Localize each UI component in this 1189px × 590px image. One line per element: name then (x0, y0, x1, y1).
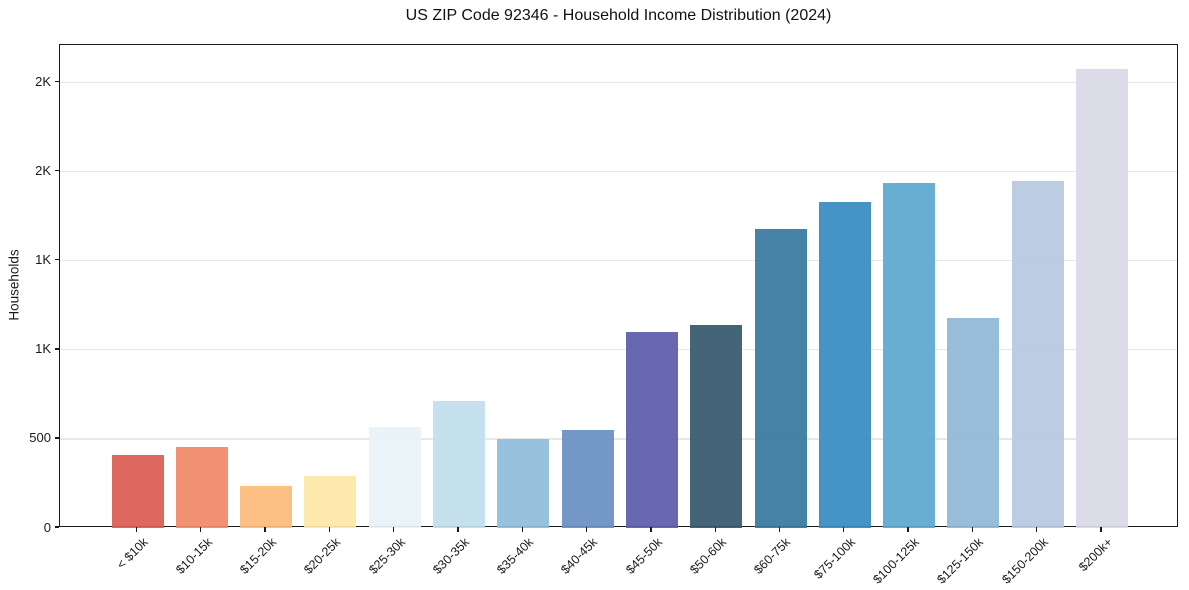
x-tick-label: $15-20k (237, 535, 280, 577)
x-tick-label: $30-35k (430, 535, 472, 577)
x-tick-mark (135, 527, 138, 532)
y-tick-mark (54, 437, 59, 439)
y-tick-mark (54, 80, 59, 83)
x-tick-mark (328, 527, 331, 532)
bar-10k (111, 454, 164, 528)
x-tick-mark (264, 527, 266, 532)
bar-15-20k (240, 486, 293, 528)
x-tick-mark (907, 527, 909, 532)
x-tick-mark (1100, 527, 1102, 532)
bar-40-45k (561, 430, 614, 528)
x-tick-mark (778, 527, 781, 532)
x-tick-mark (843, 527, 845, 532)
chart-title: US ZIP Code 92346 - Household Income Dis… (405, 7, 832, 24)
gridline (60, 349, 1177, 351)
bar-45-50k (625, 332, 678, 528)
y-tick-mark (54, 348, 59, 350)
x-tick-label: $100-125k (870, 535, 923, 587)
bar-20-25k (304, 476, 357, 528)
y-tick-mark (54, 169, 59, 172)
x-tick-mark (393, 527, 395, 532)
y-tick-label: 2K (35, 163, 51, 179)
bar-30-35k (433, 400, 485, 528)
x-tick-mark (650, 527, 652, 532)
x-tick-label: $150-200k (998, 535, 1051, 587)
y-tick-mark (54, 259, 59, 261)
x-tick-mark (1036, 527, 1038, 532)
x-tick-mark (585, 527, 588, 532)
bar-10-15k (175, 446, 228, 528)
x-tick-label: < $10k (113, 535, 151, 572)
gridline (60, 171, 1177, 173)
x-tick-label: $45-50k (622, 535, 665, 577)
x-tick-mark (200, 527, 202, 532)
y-tick-label: 1K (35, 252, 51, 268)
x-tick-label: $75-100k (810, 535, 858, 582)
x-tick-label: $125-150k (934, 535, 987, 587)
gridline (60, 260, 1177, 262)
bar-125-150k (947, 317, 1000, 528)
x-tick-label: $40-45k (558, 535, 601, 577)
gridline (60, 438, 1177, 440)
x-tick-label: $10-15k (172, 535, 215, 577)
bar-150-200k (1011, 180, 1064, 528)
x-tick-label: $25-30k (365, 535, 408, 577)
bar-75-100k (818, 201, 871, 528)
bar-35-40k (497, 438, 550, 528)
y-tick-mark (54, 526, 59, 528)
y-tick-label: 0 (43, 519, 51, 535)
x-tick-mark (971, 527, 974, 532)
y-tick-label: 500 (29, 430, 51, 446)
x-tick-label: $60-75k (751, 535, 794, 577)
x-tick-label: $200k+ (1075, 535, 1115, 575)
bar-50-60k (690, 324, 743, 528)
x-tick-mark (457, 527, 459, 532)
bar-25-30k (368, 427, 421, 528)
y-tick-label: 1K (35, 341, 51, 357)
gridline (60, 81, 1177, 84)
x-tick-label: $50-60k (687, 535, 730, 577)
bar-60-75k (754, 228, 807, 528)
x-tick-mark (521, 527, 523, 532)
x-tick-mark (714, 527, 716, 532)
y-tick-label: 2K (35, 74, 51, 90)
x-tick-label: $20-25k (301, 535, 344, 577)
x-tick-label: $35-40k (494, 535, 537, 577)
bar-200k (1076, 69, 1128, 528)
plot-area (59, 44, 1178, 528)
bar-100-125k (883, 183, 936, 528)
